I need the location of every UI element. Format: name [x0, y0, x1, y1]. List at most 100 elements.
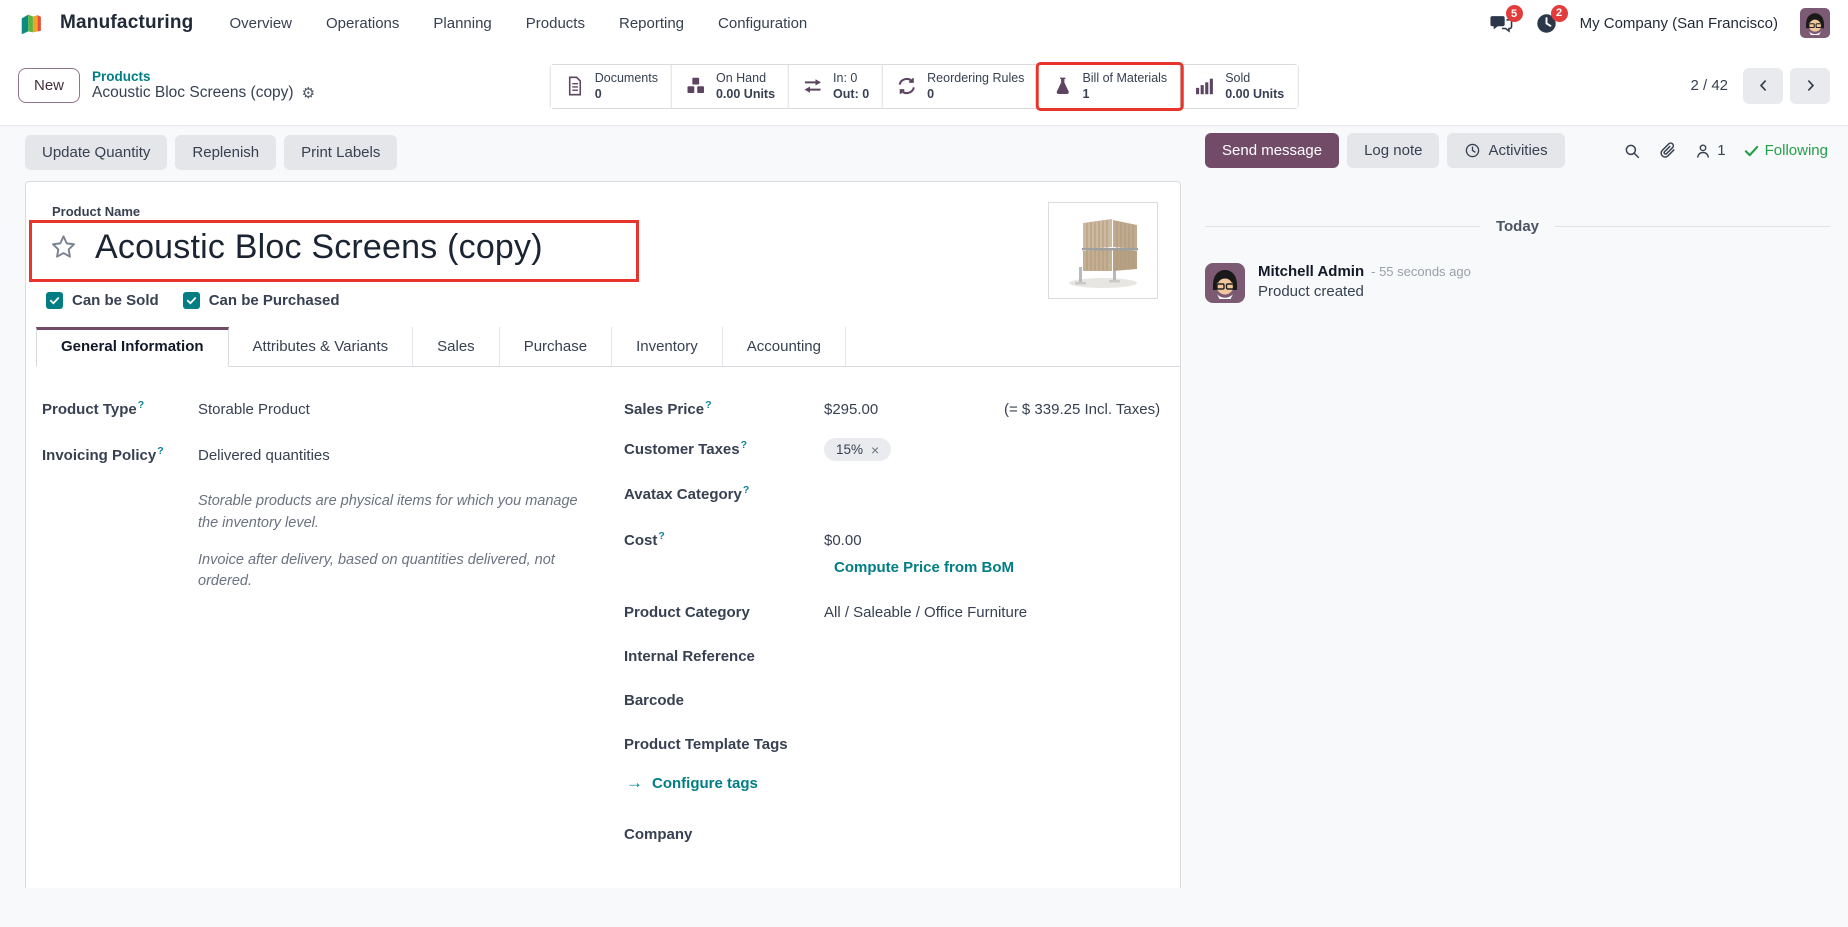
field-product-category: Product Category All / Saleable / Office… — [624, 604, 1028, 621]
product-category-value[interactable]: All / Saleable / Office Furniture — [824, 604, 1028, 621]
author-avatar-image — [1205, 263, 1245, 303]
field-product-type: Product Type? Storable Product — [42, 399, 310, 418]
can-be-sold-checkbox[interactable]: Can be Sold — [46, 292, 159, 309]
tab-purchase[interactable]: Purchase — [500, 327, 613, 366]
sales-price-incl-taxes: (= $ 339.25 Incl. Taxes) — [1004, 401, 1161, 418]
cubes-icon — [687, 78, 705, 94]
search-messages-button[interactable] — [1623, 142, 1641, 160]
stat-button-documents[interactable]: Documents 0 — [550, 65, 672, 108]
document-icon — [568, 76, 582, 96]
annotation-box-product-name: Acoustic Bloc Screens (copy) — [29, 220, 639, 282]
bar-chart-icon — [1196, 78, 1214, 95]
arrow-right-icon: → — [626, 773, 643, 792]
invoicing-policy-value[interactable]: Delivered quantities — [198, 447, 330, 464]
app-name[interactable]: Manufacturing — [60, 12, 194, 33]
following-button[interactable]: Following — [1743, 142, 1828, 159]
invoicing-policy-help-text: Invoice after delivery, based on quantit… — [198, 551, 555, 590]
messages-badge: 5 — [1505, 5, 1523, 22]
main-menu: Overview Operations Planning Products Re… — [230, 15, 808, 32]
product-name-input[interactable]: Acoustic Bloc Screens (copy) — [95, 228, 543, 266]
field-customer-taxes: Customer Taxes? 15% × — [624, 438, 1169, 461]
message-author-avatar[interactable] — [1205, 263, 1245, 303]
cost-value[interactable]: $0.00 — [824, 532, 862, 549]
nav-item-configuration[interactable]: Configuration — [718, 14, 808, 32]
attachments-button[interactable] — [1658, 141, 1677, 160]
new-button[interactable]: New — [18, 68, 81, 103]
tab-inventory[interactable]: Inventory — [612, 327, 723, 366]
field-product-template-tags: Product Template Tags — [624, 736, 788, 753]
acoustic-screen-image — [1069, 218, 1138, 288]
message-timestamp: - 55 seconds ago — [1371, 264, 1471, 279]
clock-icon — [1466, 143, 1480, 158]
odoo-apps-logo[interactable] — [18, 9, 46, 37]
user-avatar-image — [1800, 8, 1830, 38]
today-divider: Today — [1205, 218, 1830, 235]
tab-accounting[interactable]: Accounting — [723, 327, 846, 366]
checkbox-checked-icon — [46, 292, 63, 309]
flask-icon — [1056, 77, 1069, 95]
remove-tag-icon[interactable]: × — [871, 441, 880, 458]
sales-price-value[interactable]: $295.00 — [824, 401, 879, 418]
sale-purchase-checkboxes: Can be Sold Can be Purchased — [46, 292, 1156, 309]
replenish-button[interactable]: Replenish — [175, 135, 277, 170]
field-internal-reference: Internal Reference — [624, 648, 755, 665]
nav-item-operations[interactable]: Operations — [326, 14, 400, 32]
stat-button-box: Documents 0 On Hand 0.00 Units In: 0 Out: 0 — [549, 64, 1299, 109]
checkbox-checked-icon — [182, 292, 200, 309]
breadcrumb: Products Acoustic Bloc Screens (copy) ⚙ — [92, 69, 315, 102]
person-icon — [1697, 143, 1710, 158]
configure-tags-link[interactable]: → Configure tags — [626, 773, 758, 792]
product-image[interactable] — [1048, 202, 1158, 299]
update-quantity-button[interactable]: Update Quantity — [25, 135, 168, 170]
stat-button-on-hand[interactable]: On Hand 0.00 Units — [671, 65, 790, 108]
breadcrumb-products-link[interactable]: Products — [92, 69, 151, 84]
log-note-button[interactable]: Log note — [1347, 133, 1440, 168]
transfer-arrows-icon — [804, 79, 822, 94]
send-message-button[interactable]: Send message — [1205, 133, 1340, 168]
pager-previous-button[interactable] — [1743, 67, 1783, 104]
message-author[interactable]: Mitchell Admin — [1258, 263, 1365, 280]
followers-button[interactable]: 1 — [1694, 142, 1726, 160]
nav-item-products[interactable]: Products — [525, 14, 585, 32]
field-avatax-category: Avatax Category? — [624, 484, 750, 503]
chevron-right-icon — [1807, 79, 1814, 92]
top-navbar: Manufacturing Overview Operations Planni… — [0, 0, 1848, 46]
company-switcher[interactable]: My Company (San Francisco) — [1579, 14, 1778, 32]
activities-button[interactable]: Activities — [1447, 133, 1565, 168]
nav-item-overview[interactable]: Overview — [229, 14, 293, 32]
product-type-help-text: Storable products are physical items for… — [198, 493, 578, 531]
customer-tax-tag[interactable]: 15% × — [824, 438, 892, 461]
search-icon — [1625, 144, 1640, 158]
help-tooltip-icon: ? — [157, 445, 164, 457]
print-labels-button[interactable]: Print Labels — [284, 135, 398, 170]
activities-badge: 2 — [1550, 4, 1568, 22]
field-barcode: Barcode — [624, 692, 685, 709]
user-avatar[interactable] — [1800, 8, 1830, 38]
pager-next-button[interactable] — [1790, 67, 1830, 104]
followers-count: 1 — [1717, 142, 1726, 159]
tab-attributes-variants[interactable]: Attributes & Variants — [229, 327, 414, 366]
tab-sales[interactable]: Sales — [413, 327, 500, 366]
gear-icon[interactable]: ⚙ — [301, 85, 316, 102]
stat-button-reordering-rules[interactable]: Reordering Rules 0 — [883, 65, 1039, 108]
stat-button-sold[interactable]: Sold 0.00 Units — [1181, 65, 1298, 108]
favorite-star-icon[interactable] — [48, 232, 79, 263]
stat-button-bill-of-materials[interactable]: Bill of Materials 1 — [1038, 65, 1182, 108]
compute-price-from-bom-button[interactable]: Compute Price from BoM — [834, 559, 1015, 576]
stat-button-in-out[interactable]: In: 0 Out: 0 — [789, 65, 884, 108]
messages-icon[interactable]: 5 — [1489, 5, 1523, 34]
activities-menu-icon[interactable]: 2 — [1535, 4, 1568, 35]
notebook-tabs: General Information Attributes & Variant… — [36, 327, 1180, 367]
chatter-toolbar: Send message Log note Activities — [1205, 133, 1830, 168]
field-invoicing-policy: Invoicing Policy? Delivered quantities — [42, 445, 330, 464]
nav-item-planning[interactable]: Planning — [433, 14, 492, 32]
product-type-value[interactable]: Storable Product — [198, 401, 310, 418]
nav-item-reporting[interactable]: Reporting — [618, 14, 685, 32]
tab-general-information[interactable]: General Information — [36, 327, 229, 367]
help-tooltip-icon: ? — [742, 484, 750, 496]
help-tooltip-icon: ? — [740, 439, 748, 451]
field-sales-price: Sales Price? $295.00 (= $ 339.25 Incl. T… — [624, 399, 1169, 418]
product-name-label: Product Name — [52, 204, 141, 219]
can-be-purchased-checkbox[interactable]: Can be Purchased — [182, 292, 340, 309]
chevron-left-icon — [1759, 79, 1766, 92]
